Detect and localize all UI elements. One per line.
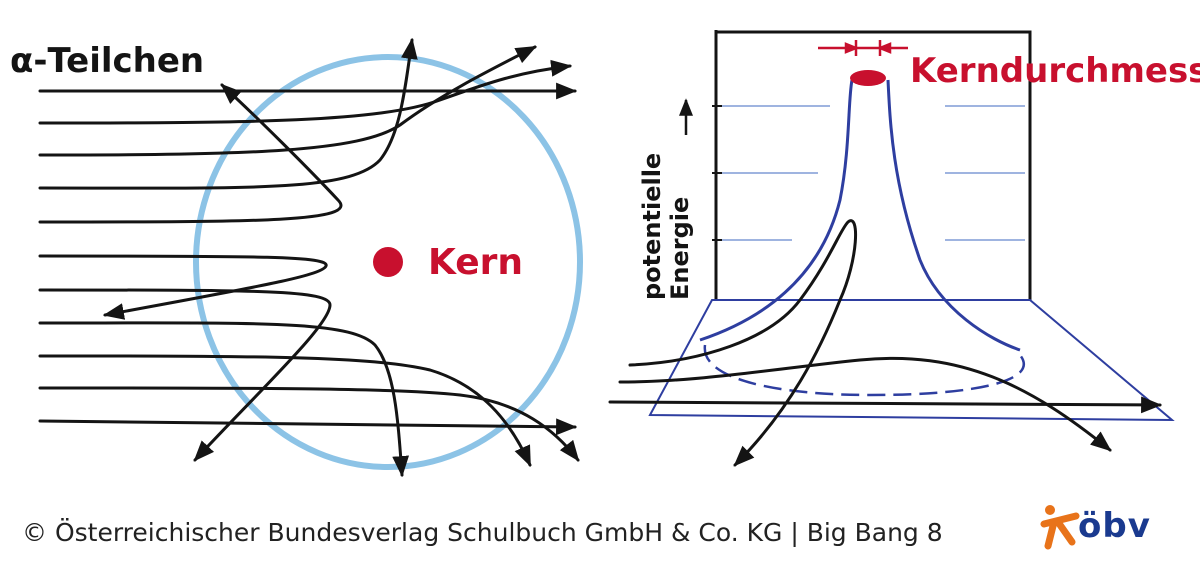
energy-axis-label: potentielle Energie [638, 153, 694, 300]
energy-trajectory-loop [628, 219, 857, 467]
nucleus-top [850, 70, 886, 86]
atom-circle [193, 54, 583, 470]
floor-plane [648, 299, 1175, 422]
trajectory-up-1 [38, 59, 573, 125]
trajectory-down-1 [38, 288, 332, 462]
trajectory-down-4 [38, 386, 580, 462]
diameter-marker [818, 40, 908, 56]
atom-scattering-panel: α-Teilchen Kern [10, 37, 583, 478]
nucleus-label: Kern [428, 242, 523, 283]
energy-trajectory-straight [608, 396, 1163, 414]
star-icon [1040, 505, 1080, 550]
alpha-particle-label: α-Teilchen [10, 41, 204, 81]
copyright-footer: © Österreichischer Bundesverlag Schulbuc… [22, 518, 943, 547]
trajectory-back [38, 254, 328, 320]
potential-energy-panel: Kerndurchmesser potentielle Energie [608, 30, 1200, 467]
energy-trajectory-deflect [618, 356, 1112, 452]
trajectory-up-4 [38, 83, 343, 224]
alpha-trajectories [38, 37, 580, 478]
back-frame [714, 30, 1032, 300]
energy-axis-label-line2: Energie [666, 197, 694, 300]
back-grid [720, 105, 1025, 241]
potential-base-ellipse [703, 344, 1026, 397]
potential-surface [699, 79, 1021, 352]
energy-axis-label-line1: potentielle [638, 153, 666, 300]
energy-trajectories [608, 219, 1163, 467]
nucleus-dot [373, 247, 403, 277]
axis-ticks [712, 105, 722, 241]
trajectory-down-2 [38, 321, 410, 478]
publisher-logo: öbv [1040, 500, 1190, 560]
trajectory-straight-2 [38, 418, 578, 436]
trajectory-up-2 [38, 45, 537, 157]
trajectory-down-3 [38, 354, 532, 467]
trajectory-up-3 [38, 37, 418, 190]
diameter-label: Kerndurchmesser [910, 51, 1200, 91]
logo-text: öbv [1078, 506, 1151, 546]
